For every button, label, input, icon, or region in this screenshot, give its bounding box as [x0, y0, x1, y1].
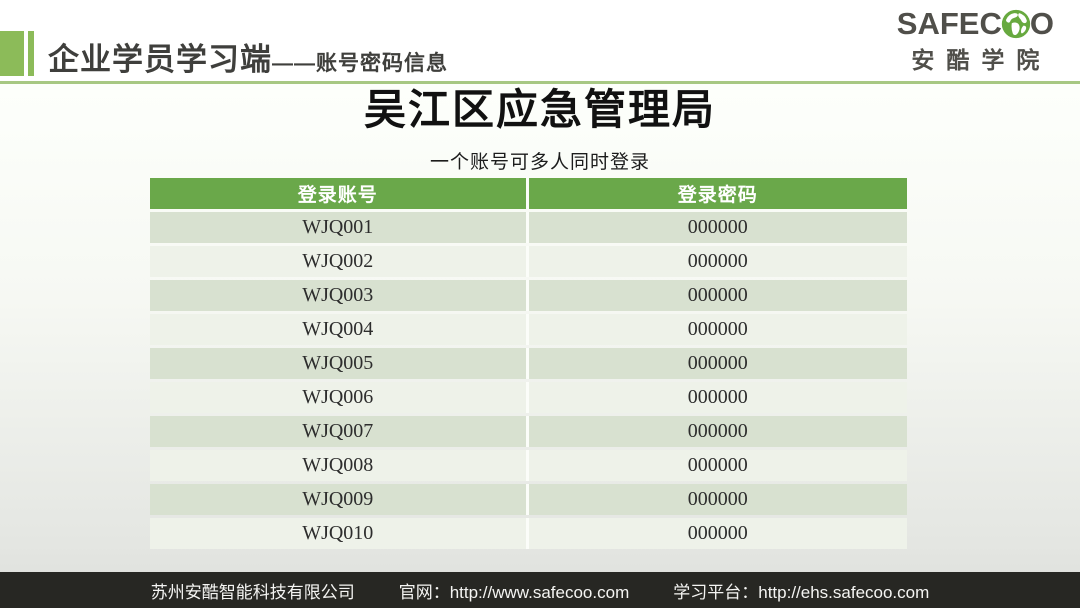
password-cell: 000000 — [528, 212, 907, 243]
table-row: WJQ005 000000 — [150, 348, 907, 379]
password-cell: 000000 — [528, 484, 907, 515]
header-accent-bar — [28, 31, 34, 76]
account-cell: WJQ004 — [150, 314, 529, 345]
safecoo-logo: SAFEC O 安酷学院 — [897, 8, 1054, 75]
password-cell: 000000 — [528, 382, 907, 413]
footer-website: 官网：http://www.safecoo.com — [399, 578, 630, 603]
account-cell: WJQ003 — [150, 280, 529, 311]
logo-cn-name: 安酷学院 — [911, 47, 1052, 73]
accounts-table: 登录账号 登录密码 WJQ001 000000 WJQ002 000000 WJQ003… — [150, 175, 907, 552]
password-cell: 000000 — [528, 314, 907, 345]
column-header-account: 登录账号 — [150, 178, 529, 209]
table-row: WJQ007 000000 — [150, 416, 907, 447]
password-cell: 000000 — [528, 280, 907, 311]
footer-platform-url: http://ehs.safecoo.com — [758, 582, 930, 602]
header-band: 企业学员学习端 ——账号密码信息 SAFEC O 安酷学院 — [0, 0, 1080, 84]
table-row: WJQ009 000000 — [150, 484, 907, 515]
header-accent-square — [0, 31, 24, 76]
table-row: WJQ008 000000 — [150, 450, 907, 481]
header-title-main: 企业学员学习端 — [48, 42, 272, 77]
table-row: WJQ002 000000 — [150, 246, 907, 277]
logo-text-right: O — [1029, 6, 1054, 41]
password-cell: 000000 — [528, 246, 907, 277]
logo-text-left: SAFEC — [896, 6, 1002, 41]
password-cell: 000000 — [528, 518, 907, 549]
header-title-sub: ——账号密码信息 — [272, 52, 448, 75]
slide-header-title: 企业学员学习端 ——账号密码信息 — [48, 34, 448, 79]
table-header-row: 登录账号 登录密码 — [150, 178, 907, 209]
table-row: WJQ003 000000 — [150, 280, 907, 311]
account-cell: WJQ001 — [150, 212, 529, 243]
footer-bar: 苏州安酷智能科技有限公司 官网：http://www.safecoo.com 学… — [0, 572, 1080, 608]
account-cell: WJQ010 — [150, 518, 529, 549]
column-header-password: 登录密码 — [528, 178, 907, 209]
password-cell: 000000 — [528, 450, 907, 481]
account-cell: WJQ002 — [150, 246, 529, 277]
footer-website-url: http://www.safecoo.com — [449, 582, 630, 602]
footer-platform: 学习平台：http://ehs.safecoo.com — [673, 578, 929, 603]
footer-website-label: 官网： — [398, 582, 450, 602]
account-cell: WJQ009 — [150, 484, 529, 515]
account-cell: WJQ007 — [150, 416, 529, 447]
table-row: WJQ006 000000 — [150, 382, 907, 413]
table-row: WJQ010 000000 — [150, 518, 907, 549]
footer-company: 苏州安酷智能科技有限公司 — [150, 582, 355, 602]
table-row: WJQ001 000000 — [150, 212, 907, 243]
logo-brand: SAFEC O — [897, 8, 1054, 39]
page-subtitle: 一个账号可多人同时登录 — [429, 152, 650, 173]
account-cell: WJQ006 — [150, 382, 529, 413]
account-cell: WJQ008 — [150, 450, 529, 481]
password-cell: 000000 — [528, 348, 907, 379]
table-row: WJQ004 000000 — [150, 314, 907, 345]
footer-platform-label: 学习平台： — [673, 582, 759, 602]
globe-icon — [1001, 9, 1031, 38]
password-cell: 000000 — [528, 416, 907, 447]
account-cell: WJQ005 — [150, 348, 529, 379]
accounts-table-body: WJQ001 000000 WJQ002 000000 WJQ003 000000 WJQ0… — [150, 212, 907, 549]
page-title: 吴江区应急管理局 — [363, 86, 716, 133]
